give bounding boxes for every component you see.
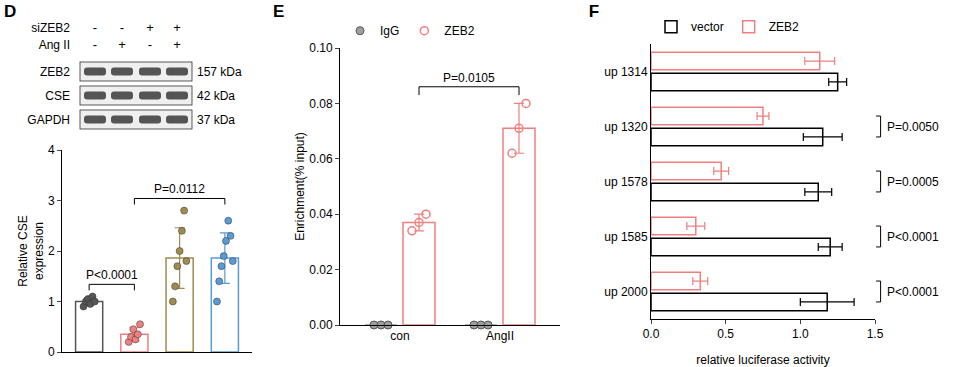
svg-text:P=0.0005: P=0.0005 bbox=[887, 175, 939, 189]
svg-text:0.10: 0.10 bbox=[309, 41, 333, 55]
svg-text:0: 0 bbox=[48, 345, 55, 359]
svg-text:up 1320: up 1320 bbox=[604, 120, 648, 134]
svg-text:2: 2 bbox=[48, 244, 55, 258]
svg-text:ZEB2: ZEB2 bbox=[40, 65, 70, 79]
svg-text:Ang II: Ang II bbox=[39, 38, 70, 52]
svg-text:+: + bbox=[118, 37, 126, 52]
svg-text:AngII: AngII bbox=[486, 329, 514, 343]
svg-text:E: E bbox=[273, 2, 284, 21]
svg-text:up 2000: up 2000 bbox=[604, 285, 648, 299]
svg-text:0.04: 0.04 bbox=[309, 207, 333, 221]
svg-text:1: 1 bbox=[48, 295, 55, 309]
svg-text:up 1578: up 1578 bbox=[604, 175, 648, 189]
svg-text:P=0.0050: P=0.0050 bbox=[887, 120, 939, 134]
svg-text:relative luciferase activity: relative luciferase activity bbox=[696, 353, 829, 367]
svg-text:0.06: 0.06 bbox=[309, 152, 333, 166]
svg-text:GAPDH: GAPDH bbox=[27, 113, 70, 127]
svg-text:D: D bbox=[4, 2, 16, 21]
svg-text:con: con bbox=[390, 329, 409, 343]
svg-text:0.02: 0.02 bbox=[309, 263, 333, 277]
svg-text:37 kDa: 37 kDa bbox=[197, 113, 235, 127]
svg-text:-: - bbox=[148, 37, 152, 52]
svg-text:+: + bbox=[146, 20, 154, 35]
svg-text:0.00: 0.00 bbox=[309, 318, 333, 332]
svg-text:P<0.0001: P<0.0001 bbox=[887, 230, 939, 244]
svg-text:ZEB2: ZEB2 bbox=[444, 24, 474, 38]
svg-text:siZEB2: siZEB2 bbox=[31, 21, 70, 35]
svg-text:ZEB2: ZEB2 bbox=[769, 20, 799, 34]
svg-text:3: 3 bbox=[48, 194, 55, 208]
svg-text:P=0.0112: P=0.0112 bbox=[154, 182, 205, 196]
svg-text:1.0: 1.0 bbox=[792, 327, 809, 341]
svg-text:157 kDa: 157 kDa bbox=[197, 65, 242, 79]
svg-text:42 kDa: 42 kDa bbox=[197, 89, 235, 103]
svg-text:0.5: 0.5 bbox=[717, 327, 734, 341]
svg-text:0.08: 0.08 bbox=[309, 97, 333, 111]
svg-text:Relative CSEexpression: Relative CSEexpression bbox=[16, 215, 46, 286]
svg-text:-: - bbox=[93, 20, 97, 35]
svg-text:F: F bbox=[589, 2, 599, 21]
svg-text:P<0.0001: P<0.0001 bbox=[86, 268, 138, 282]
svg-text:-: - bbox=[93, 37, 97, 52]
svg-text:P=0.0105: P=0.0105 bbox=[443, 71, 495, 85]
svg-text:1.5: 1.5 bbox=[867, 327, 884, 341]
svg-text:IgG: IgG bbox=[380, 24, 399, 38]
svg-text:+: + bbox=[173, 20, 181, 35]
svg-text:CSE: CSE bbox=[45, 89, 70, 103]
svg-text:0.0: 0.0 bbox=[643, 327, 660, 341]
svg-text:up 1314: up 1314 bbox=[604, 65, 648, 79]
svg-text:Enrichment(% input): Enrichment(% input) bbox=[293, 132, 307, 241]
svg-text:4: 4 bbox=[48, 143, 55, 157]
svg-text:-: - bbox=[120, 20, 124, 35]
svg-text:vector: vector bbox=[691, 20, 724, 34]
svg-text:P<0.0001: P<0.0001 bbox=[887, 285, 939, 299]
svg-text:up 1585: up 1585 bbox=[604, 230, 648, 244]
svg-text:+: + bbox=[173, 37, 181, 52]
